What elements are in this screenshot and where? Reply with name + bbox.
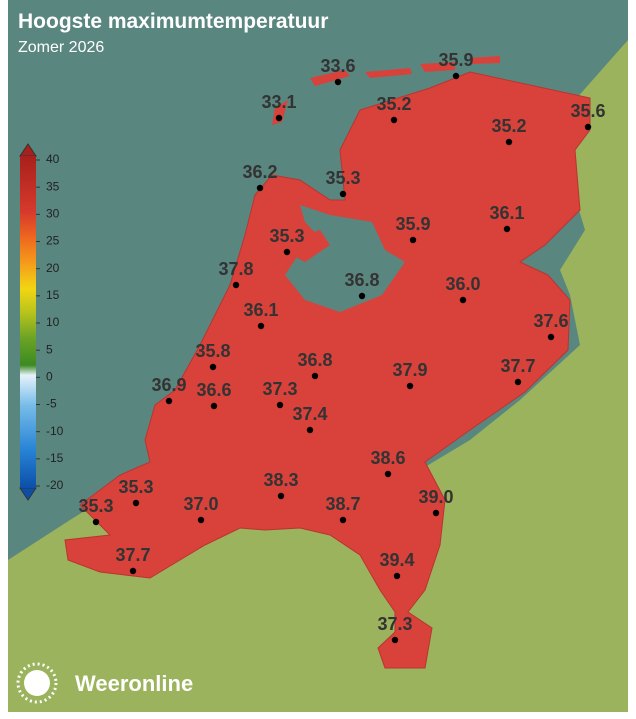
legend-tick-label: -5: [46, 397, 57, 411]
station-value: 33.1: [261, 92, 296, 112]
station-value: 35.3: [269, 226, 304, 246]
station-dot: [165, 397, 173, 405]
station-value: 37.8: [218, 259, 253, 279]
station-dot: [334, 78, 342, 86]
station-dot: [503, 225, 511, 233]
station-value: 37.7: [115, 545, 150, 565]
legend-tick-label: 20: [46, 261, 60, 275]
station-dot: [547, 333, 555, 341]
station-dot: [406, 382, 414, 390]
station-value: 35.3: [325, 168, 360, 188]
legend-tick-label: 0: [46, 370, 53, 384]
station-dot: [358, 292, 366, 300]
station-value: 35.8: [195, 341, 230, 361]
legend-tick-label: 15: [46, 288, 60, 302]
station-value: 37.3: [377, 614, 412, 634]
station-value: 35.2: [491, 116, 526, 136]
legend-tick-label: 25: [46, 234, 60, 248]
station-value: 37.7: [500, 356, 535, 376]
polder: [290, 230, 330, 262]
station-value: 36.1: [489, 203, 524, 223]
station-dot: [306, 426, 314, 434]
station-value: 36.1: [243, 300, 278, 320]
station-dot: [275, 114, 283, 122]
station-value: 35.3: [78, 496, 113, 516]
station-dot: [384, 470, 392, 478]
station-value: 38.6: [370, 448, 405, 468]
legend-tick-label: 40: [46, 152, 60, 166]
station-dot: [409, 236, 417, 244]
station-value: 37.6: [533, 311, 568, 331]
station-dot: [584, 123, 592, 131]
station-value: 37.4: [292, 404, 327, 424]
station-value: 37.0: [183, 494, 218, 514]
wadden-islands: [272, 56, 500, 125]
station-dot: [232, 281, 240, 289]
legend-tick-label: 5: [46, 342, 53, 356]
station-value: 35.2: [376, 94, 411, 114]
station-dot: [283, 248, 291, 256]
station-dot: [210, 402, 218, 410]
station-dot: [514, 378, 522, 386]
station-value: 33.6: [320, 56, 355, 76]
station-dot: [339, 190, 347, 198]
legend-tick-label: 10: [46, 315, 60, 329]
station-value: 37.9: [392, 360, 427, 380]
station-value: 38.7: [325, 494, 360, 514]
station-value: 39.0: [418, 487, 453, 507]
station-value: 39.4: [379, 550, 414, 570]
logo: Weeronline: [16, 662, 193, 704]
station-dot: [393, 572, 401, 580]
legend-tick-label: 30: [46, 207, 60, 221]
station-dot: [311, 372, 319, 380]
station-dot: [129, 567, 137, 575]
station-value: 36.0: [445, 274, 480, 294]
station-value: 35.9: [438, 50, 473, 70]
legend-tick-label: -10: [46, 424, 64, 438]
station-dot: [256, 184, 264, 192]
subtitle: Zomer 2026: [18, 39, 104, 56]
station-dot: [391, 636, 399, 644]
station-value: 35.9: [395, 214, 430, 234]
station-dot: [459, 296, 467, 304]
station-dot: [432, 509, 440, 517]
station-value: 36.2: [242, 162, 277, 182]
station-value: 37.3: [262, 379, 297, 399]
legend-bar: [20, 156, 36, 488]
station-dot: [132, 499, 140, 507]
station-dot: [92, 518, 100, 526]
station-value: 35.3: [118, 477, 153, 497]
station-value: 36.8: [297, 350, 332, 370]
station-value: 36.6: [196, 380, 231, 400]
station-dot: [452, 72, 460, 80]
station-dot: [277, 492, 285, 500]
station-dot: [390, 116, 398, 124]
legend-tick-label: -20: [46, 478, 64, 492]
station-value: 35.6: [570, 101, 605, 121]
legend-tick-label: 35: [46, 179, 60, 193]
station-dot: [276, 401, 284, 409]
station-value: 38.3: [263, 470, 298, 490]
station-dot: [197, 516, 205, 524]
station-dot: [339, 516, 347, 524]
title: Hoogste maximumtemperatuur: [18, 10, 328, 33]
station-dot: [505, 138, 513, 146]
station-dot: [257, 322, 265, 330]
netherlands: [64, 71, 591, 669]
brand: Weeronline: [75, 671, 193, 696]
station-value: 36.8: [344, 270, 379, 290]
legend-tick-label: -15: [46, 451, 64, 465]
station-value: 36.9: [151, 375, 186, 395]
station-dot: [209, 363, 217, 371]
